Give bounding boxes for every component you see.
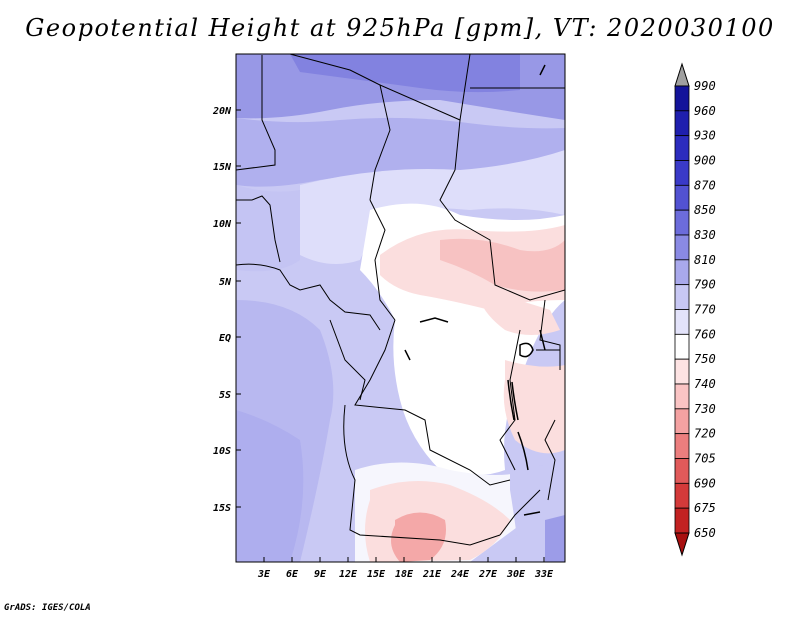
y-tick-label: EQ (219, 333, 231, 344)
colorbar-swatch (674, 408, 690, 435)
colorbar-swatch (674, 383, 690, 410)
lakes (404, 64, 546, 516)
colorbar-label: 830 (694, 228, 716, 242)
colorbar-label: 930 (694, 129, 716, 143)
colorbar-label: 960 (694, 104, 716, 118)
colorbar-swatch (674, 85, 690, 112)
x-tick-label: 6E (286, 569, 299, 580)
political-boundaries (236, 54, 565, 546)
colorbar-swatch (674, 160, 690, 186)
x-tick-label: 30E (506, 569, 526, 580)
x-tick-label: 15E (367, 569, 386, 580)
colorbar-swatch (674, 333, 690, 360)
axis-ticks (236, 109, 545, 562)
colorbar-label: 690 (694, 476, 716, 490)
colorbar-swatch (674, 184, 690, 211)
x-tick-label: 33E (534, 569, 554, 580)
x-tick-label: 21E (422, 569, 442, 580)
y-tick-label: 20N (212, 106, 232, 117)
y-tick-label: 5S (219, 390, 231, 401)
y-tick-label: 10N (213, 219, 232, 230)
colorbar-swatch (674, 507, 690, 534)
colorbar-swatch (674, 358, 690, 385)
colorbar-label: 650 (694, 526, 716, 540)
y-tick-label: 5N (219, 277, 232, 288)
colorbar-swatch (674, 135, 690, 161)
colorbar-swatch (674, 284, 690, 310)
colorbar-label: 730 (694, 402, 716, 416)
colorbar-label: 740 (694, 377, 716, 391)
colorbar-label: 705 (694, 452, 716, 466)
colorbar-swatch (674, 259, 690, 286)
colorbar-label: 850 (694, 203, 716, 217)
x-tick-label: 18E (395, 569, 414, 580)
x-tick-label: 27E (478, 569, 498, 580)
colorbar-label: 990 (694, 79, 716, 93)
colorbar-swatch (674, 309, 690, 335)
colorbar-swatch (674, 458, 690, 484)
colorbar-label: 675 (694, 501, 716, 515)
y-tick-label: 15N (213, 162, 232, 173)
x-tick-label: 3E (257, 569, 271, 580)
colorbar: 990 960 930 900 870 850 830 810 790 770 760 750 740 7… (674, 62, 716, 557)
colorbar-swatch (674, 234, 690, 261)
colorbar-label: 810 (694, 253, 716, 267)
colorbar-swatch (674, 433, 690, 459)
colorbar-swatch (674, 110, 690, 137)
colorbar-label: 760 (694, 327, 716, 341)
colorbar-label: 900 (694, 154, 716, 168)
grads-credit: GrADS: IGES/COLA (4, 603, 91, 613)
x-tick-label: 12E (339, 569, 358, 580)
colorbar-top-arrow (674, 62, 690, 87)
height-field (236, 54, 565, 562)
map-title: Geopotential Height at 925hPa [gpm], VT:… (25, 14, 775, 42)
colorbar-label: 790 (694, 278, 716, 292)
y-tick-label: 10S (213, 446, 231, 457)
colorbar-label: 750 (694, 352, 716, 366)
colorbar-label: 720 (694, 427, 716, 441)
colorbar-label: 770 (694, 303, 716, 317)
map-frame (235, 53, 566, 563)
colorbar-swatch (674, 209, 690, 236)
colorbar-bottom-arrow (674, 532, 690, 557)
x-tick-label: 24E (450, 569, 470, 580)
x-tick-label: 9E (314, 569, 327, 580)
y-tick-label: 15S (213, 503, 231, 514)
colorbar-swatch (674, 482, 690, 509)
colorbar-label: 870 (694, 178, 716, 192)
